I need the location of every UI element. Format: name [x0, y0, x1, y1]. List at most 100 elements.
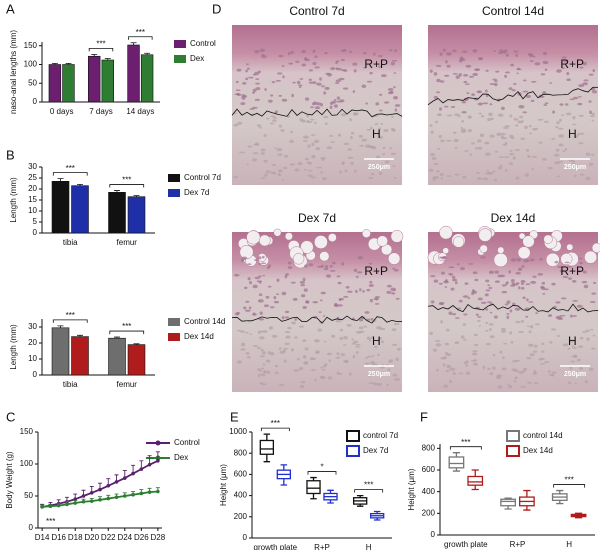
whisker: [280, 464, 288, 471]
chondrocyte: [462, 176, 467, 179]
chondrocyte: [504, 125, 511, 128]
chondrocyte: [435, 120, 438, 124]
chondrocyte: [548, 314, 553, 318]
chondrocyte: [529, 132, 533, 135]
chondrocyte: [501, 330, 507, 333]
chondrocyte: [281, 291, 287, 296]
chondrocyte: [502, 127, 509, 129]
chondrocyte: [386, 290, 392, 294]
chondrocyte: [456, 263, 460, 266]
fat-vacuole: [584, 250, 598, 264]
fat-vacuole: [545, 252, 560, 267]
y-axis-label: Body Weight (g): [5, 451, 14, 509]
chondrocyte: [432, 177, 436, 181]
legend-label: Dex 14d: [184, 332, 214, 341]
chondrocyte: [285, 273, 290, 276]
chondrocyte: [278, 54, 284, 58]
chondrocyte: [513, 117, 519, 121]
chondrocyte: [284, 310, 290, 314]
chondrocyte: [572, 123, 577, 126]
chondrocyte: [245, 63, 250, 66]
chondrocyte: [450, 287, 455, 291]
chondrocyte: [319, 299, 323, 302]
chondrocyte: [471, 93, 475, 97]
chondrocyte: [320, 291, 327, 295]
chondrocyte: [314, 106, 321, 110]
fat-vacuole: [452, 236, 465, 248]
chondrocyte: [338, 77, 345, 81]
significance-bracket: [109, 184, 145, 188]
chondrocyte: [368, 339, 372, 342]
chondrocyte: [359, 288, 362, 292]
chondrocyte: [341, 162, 345, 165]
chondrocyte: [303, 168, 307, 171]
x-tick-label: D28: [151, 533, 166, 542]
chondrocyte: [271, 334, 278, 338]
chondrocyte: [339, 328, 344, 332]
fat-vacuole: [518, 232, 526, 240]
chondrocyte: [300, 380, 306, 384]
chondrocyte: [515, 271, 521, 275]
chondrocyte: [463, 338, 467, 341]
chondrocyte: [377, 337, 383, 340]
point: [106, 483, 111, 488]
chondrocyte: [237, 121, 243, 125]
chondrocyte: [260, 373, 266, 377]
chondrocyte: [243, 286, 248, 289]
y-tick-label: 0: [431, 530, 436, 539]
chondrocyte: [440, 320, 443, 324]
chondrocyte: [321, 158, 325, 162]
box: [500, 498, 516, 507]
chondrocyte: [267, 285, 272, 288]
chondrocyte: [488, 171, 494, 175]
chondrocyte: [465, 360, 470, 363]
chondrocyte: [477, 297, 483, 301]
chondrocyte: [492, 78, 498, 81]
chondrocyte: [322, 177, 327, 181]
chondrocyte: [274, 364, 278, 368]
chondrocyte: [257, 373, 261, 377]
chondrocyte: [387, 88, 394, 91]
chondrocyte: [464, 282, 469, 285]
chondrocyte: [571, 162, 576, 165]
chondrocyte: [328, 359, 332, 362]
chondrocyte: [375, 298, 379, 301]
y-tick-label: 30: [28, 322, 37, 331]
chondrocyte: [260, 177, 265, 180]
chondrocyte: [310, 357, 314, 361]
chondrocyte: [524, 173, 529, 177]
chondrocyte: [513, 50, 519, 53]
chondrocyte: [266, 117, 270, 120]
chondrocyte: [499, 350, 503, 354]
chondrocyte: [368, 284, 374, 287]
chondrocyte: [458, 59, 463, 63]
chondrocyte: [588, 100, 592, 103]
chondrocyte: [562, 150, 566, 152]
scale-bar-label: 250μm: [564, 164, 586, 171]
chondrocyte: [467, 297, 471, 300]
chondrocyte: [577, 269, 581, 273]
chondrocyte: [583, 284, 589, 289]
chondrocyte: [344, 169, 348, 173]
chondrocyte: [486, 301, 492, 303]
chondrocyte: [290, 130, 293, 134]
chondrocyte: [485, 342, 491, 346]
chondrocyte: [440, 177, 443, 180]
chondrocyte: [477, 316, 482, 318]
chondrocyte: [515, 176, 520, 180]
chondrocyte: [391, 115, 394, 119]
chondrocyte: [579, 336, 584, 340]
chondrocyte: [525, 94, 531, 99]
chondrocyte: [294, 336, 298, 339]
chondrocyte: [572, 315, 577, 317]
significance-bracket: [109, 330, 145, 335]
chondrocyte: [322, 368, 326, 371]
chondrocyte: [574, 382, 578, 385]
bar: [88, 55, 101, 103]
chondrocyte: [489, 372, 494, 376]
chondrocyte: [386, 383, 389, 386]
chondrocyte: [525, 283, 531, 286]
chondrocyte: [452, 313, 457, 316]
chondrocyte: [355, 289, 358, 294]
chondrocyte: [525, 357, 532, 360]
